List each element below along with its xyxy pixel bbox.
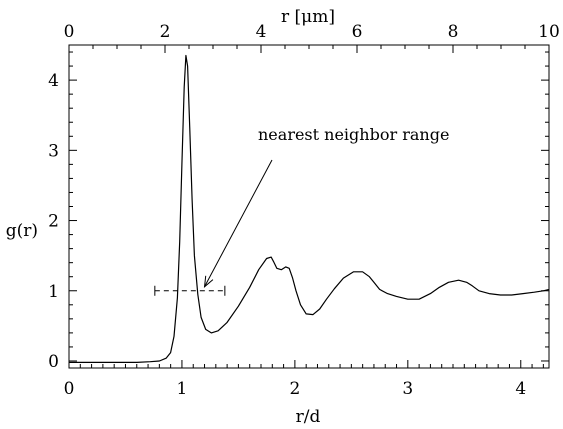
y-axis-title: g(r) xyxy=(6,221,38,241)
top-x-tick-label: 4 xyxy=(256,22,267,42)
x-axis-title: r/d xyxy=(296,407,321,427)
top-x-tick-label: 2 xyxy=(160,22,171,42)
plot-frame xyxy=(68,44,550,369)
top-x-tick-label: 6 xyxy=(352,22,363,42)
top-x-tick-label: 10 xyxy=(538,22,560,42)
series-layer xyxy=(69,54,550,363)
x-tick-label: 0 xyxy=(64,379,75,399)
plot-border xyxy=(68,44,550,369)
y-tick-label: 4 xyxy=(48,71,59,91)
annotation-layer: nearest neighbor range xyxy=(154,125,449,296)
top-x-tick-label: 0 xyxy=(64,22,75,42)
y-tick-label: 0 xyxy=(48,352,59,372)
x-tick-label: 4 xyxy=(515,379,526,399)
annotation-arrow-shaft xyxy=(204,159,273,287)
x-tick-label: 1 xyxy=(177,379,188,399)
top-x-tick-label: 8 xyxy=(448,22,459,42)
y-axis: 0 1 2 3 4 xyxy=(48,51,549,372)
annotation-arrow-head xyxy=(203,275,214,288)
bottom-x-axis: 0 1 2 3 4 xyxy=(64,360,544,399)
y-tick-label: 1 xyxy=(48,282,59,302)
x-tick-label: 2 xyxy=(289,379,300,399)
y-tick-label: 2 xyxy=(48,212,59,232)
top-x-axis-title: r [μm] xyxy=(281,7,335,27)
annotation-label: nearest neighbor range xyxy=(258,125,449,144)
y-tick-label: 3 xyxy=(48,141,59,161)
g-of-r-line xyxy=(69,54,550,363)
x-tick-label: 3 xyxy=(402,379,413,399)
